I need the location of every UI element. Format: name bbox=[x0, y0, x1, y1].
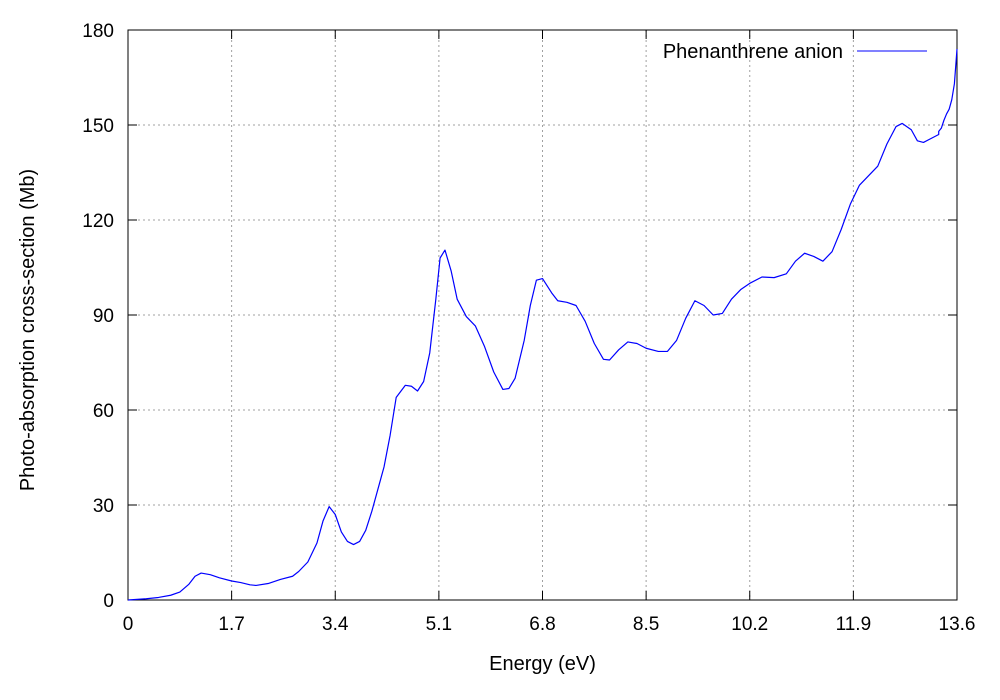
axis-ticks bbox=[127, 29, 958, 601]
grid-lines bbox=[128, 30, 957, 600]
x-tick-label: 10.2 bbox=[731, 614, 768, 635]
x-tick-label: 0 bbox=[123, 614, 134, 635]
y-axis-title: Photo-absorption cross-section (Mb) bbox=[17, 169, 39, 491]
y-tick-label: 180 bbox=[82, 21, 114, 42]
y-axis-tick-labels: 0 30 60 90 120 150 180 bbox=[82, 21, 114, 612]
series-line-phenanthrene-anion bbox=[127, 48, 958, 601]
x-tick-label: 5.1 bbox=[426, 614, 452, 635]
legend-entry-label: Phenanthrene anion bbox=[663, 41, 843, 63]
series-layer bbox=[127, 48, 958, 601]
x-tick-label: 8.5 bbox=[633, 614, 659, 635]
legend: Phenanthrene anion bbox=[663, 41, 927, 63]
y-tick-label: 90 bbox=[93, 306, 114, 327]
y-tick-label: 120 bbox=[82, 211, 114, 232]
y-tick-label: 150 bbox=[82, 116, 114, 137]
x-tick-label: 6.8 bbox=[529, 614, 555, 635]
y-tick-label: 0 bbox=[103, 591, 114, 612]
y-tick-label: 60 bbox=[93, 401, 114, 422]
x-tick-label: 11.9 bbox=[836, 614, 872, 635]
x-tick-label: 13.6 bbox=[939, 614, 976, 635]
x-axis-tick-labels: 0 1.7 3.4 5.1 6.8 8.5 10.2 11.9 13.6 bbox=[123, 614, 976, 635]
x-tick-label: 1.7 bbox=[218, 614, 244, 635]
x-axis-title: Energy (eV) bbox=[489, 653, 596, 675]
y-tick-label: 30 bbox=[93, 496, 114, 517]
x-tick-label: 3.4 bbox=[322, 614, 349, 635]
